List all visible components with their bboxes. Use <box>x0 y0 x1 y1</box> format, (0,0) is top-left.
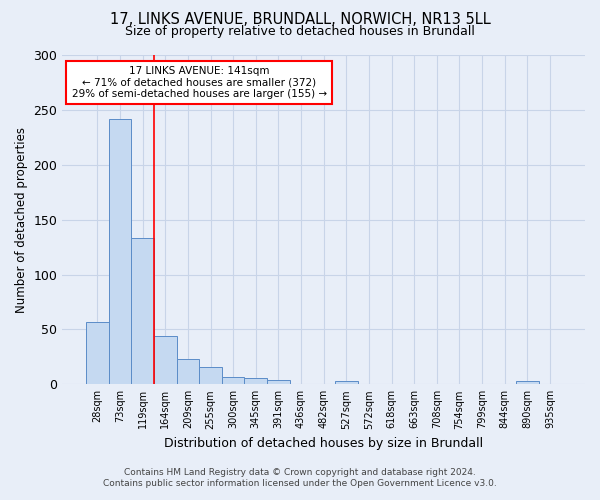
X-axis label: Distribution of detached houses by size in Brundall: Distribution of detached houses by size … <box>164 437 483 450</box>
Bar <box>176 359 199 384</box>
Y-axis label: Number of detached properties: Number of detached properties <box>15 126 28 312</box>
Text: Contains HM Land Registry data © Crown copyright and database right 2024.
Contai: Contains HM Land Registry data © Crown c… <box>103 468 497 487</box>
Bar <box>154 336 176 384</box>
Bar <box>86 322 109 384</box>
Bar <box>109 118 131 384</box>
Bar <box>131 238 154 384</box>
Text: Size of property relative to detached houses in Brundall: Size of property relative to detached ho… <box>125 25 475 38</box>
Text: 17, LINKS AVENUE, BRUNDALL, NORWICH, NR13 5LL: 17, LINKS AVENUE, BRUNDALL, NORWICH, NR1… <box>110 12 490 28</box>
Bar <box>244 378 267 384</box>
Bar <box>199 366 222 384</box>
Bar <box>335 381 358 384</box>
Bar <box>222 376 244 384</box>
Bar <box>267 380 290 384</box>
Bar <box>516 381 539 384</box>
Text: 17 LINKS AVENUE: 141sqm
← 71% of detached houses are smaller (372)
29% of semi-d: 17 LINKS AVENUE: 141sqm ← 71% of detache… <box>71 66 327 99</box>
